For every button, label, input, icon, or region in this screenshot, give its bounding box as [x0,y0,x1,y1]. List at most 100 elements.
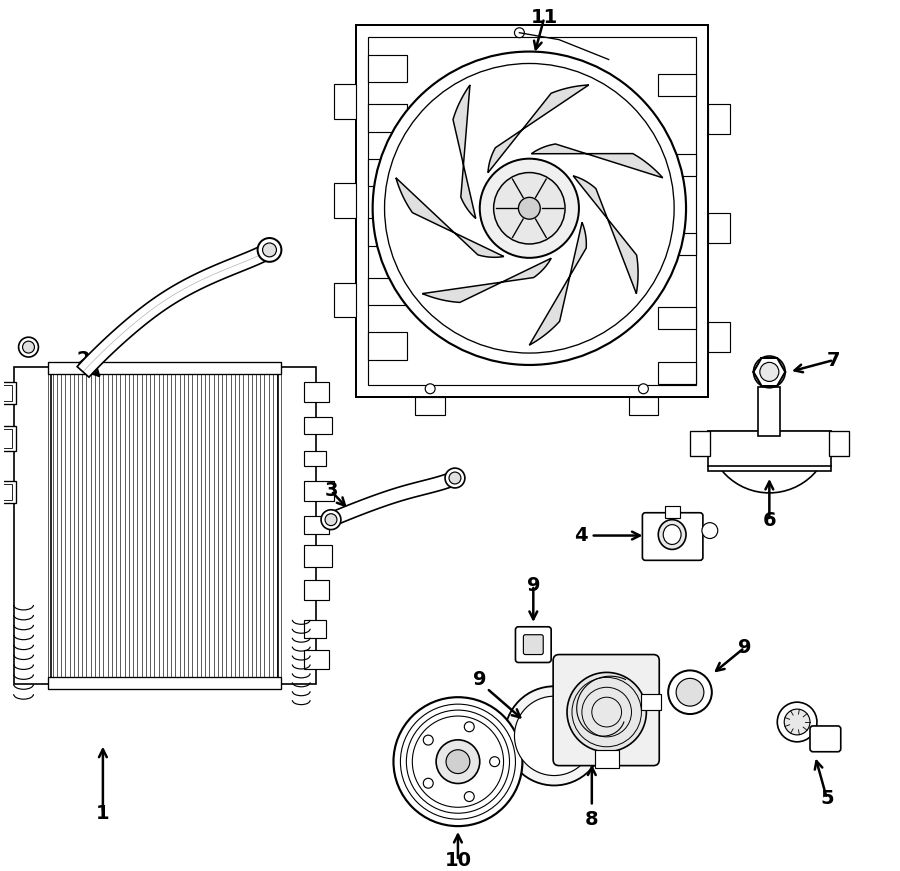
Bar [304,416,332,435]
FancyBboxPatch shape [628,396,658,415]
Bar [14,367,51,685]
Circle shape [676,679,704,706]
Bar [304,620,326,638]
FancyBboxPatch shape [810,726,841,752]
Circle shape [321,510,341,530]
Circle shape [702,523,718,538]
Bar [368,105,408,132]
Bar [368,278,408,306]
Text: 9: 9 [738,638,752,657]
FancyBboxPatch shape [516,627,551,663]
Circle shape [19,337,39,357]
Polygon shape [422,259,551,302]
Circle shape [493,172,565,244]
Bar [304,650,329,670]
Bar [368,55,408,83]
Circle shape [384,64,674,353]
FancyBboxPatch shape [554,654,660,766]
Bar [658,362,696,384]
FancyBboxPatch shape [708,105,730,134]
Wedge shape [708,431,831,493]
Bar [595,750,618,767]
Text: 3: 3 [324,482,338,501]
Text: 9: 9 [526,576,540,595]
Circle shape [567,672,646,752]
FancyBboxPatch shape [334,84,356,119]
Polygon shape [488,85,589,172]
Circle shape [480,159,579,258]
Circle shape [436,739,480,784]
Circle shape [446,750,470,773]
Bar [0,385,12,401]
Text: 1: 1 [96,804,110,823]
Bar [0,427,15,451]
Bar [304,545,332,567]
Circle shape [505,686,604,786]
Bar [304,580,329,600]
Bar [0,429,12,449]
FancyBboxPatch shape [524,635,544,654]
Text: 9: 9 [473,670,487,689]
Polygon shape [328,471,458,526]
Bar [368,332,408,360]
Circle shape [373,51,686,365]
Circle shape [760,362,778,381]
Bar [368,37,696,385]
Bar [829,431,849,456]
Text: 8: 8 [585,810,598,828]
Polygon shape [529,222,586,345]
Circle shape [753,356,785,388]
Circle shape [490,757,500,766]
Bar [304,516,329,534]
Circle shape [393,697,522,826]
Bar [658,153,696,176]
Bar [658,74,696,96]
Bar [304,381,329,402]
Circle shape [449,472,461,484]
Circle shape [668,671,712,714]
FancyBboxPatch shape [334,184,356,218]
Circle shape [784,709,810,735]
Circle shape [515,28,525,37]
Bar [49,362,282,374]
Circle shape [518,198,540,219]
Circle shape [423,779,433,788]
Circle shape [515,696,594,775]
Polygon shape [573,176,638,294]
Bar [278,367,316,685]
Bar [49,372,282,679]
Bar [665,506,680,517]
Bar [658,233,696,255]
Text: 6: 6 [762,511,776,530]
Text: 4: 4 [574,526,588,545]
FancyBboxPatch shape [708,213,730,243]
Text: 10: 10 [445,851,472,870]
FancyBboxPatch shape [708,322,730,352]
Polygon shape [531,144,662,178]
Bar [708,431,831,471]
Text: 2: 2 [76,349,90,368]
Ellipse shape [663,524,681,544]
Bar [304,451,326,466]
FancyBboxPatch shape [415,396,445,415]
Text: 5: 5 [820,789,833,808]
Circle shape [257,238,282,262]
Polygon shape [396,178,504,257]
Ellipse shape [658,520,686,550]
Circle shape [638,384,648,394]
Bar [690,431,710,456]
Circle shape [425,384,435,394]
Polygon shape [77,243,274,377]
Bar [304,481,334,501]
Circle shape [325,514,337,525]
Circle shape [445,468,465,488]
FancyBboxPatch shape [334,283,356,317]
Bar [0,484,12,500]
Text: 11: 11 [531,9,558,27]
FancyBboxPatch shape [643,513,703,560]
Bar [759,387,780,436]
Bar [356,24,708,396]
Circle shape [464,792,474,801]
Bar [368,159,408,186]
Text: 7: 7 [827,350,841,369]
